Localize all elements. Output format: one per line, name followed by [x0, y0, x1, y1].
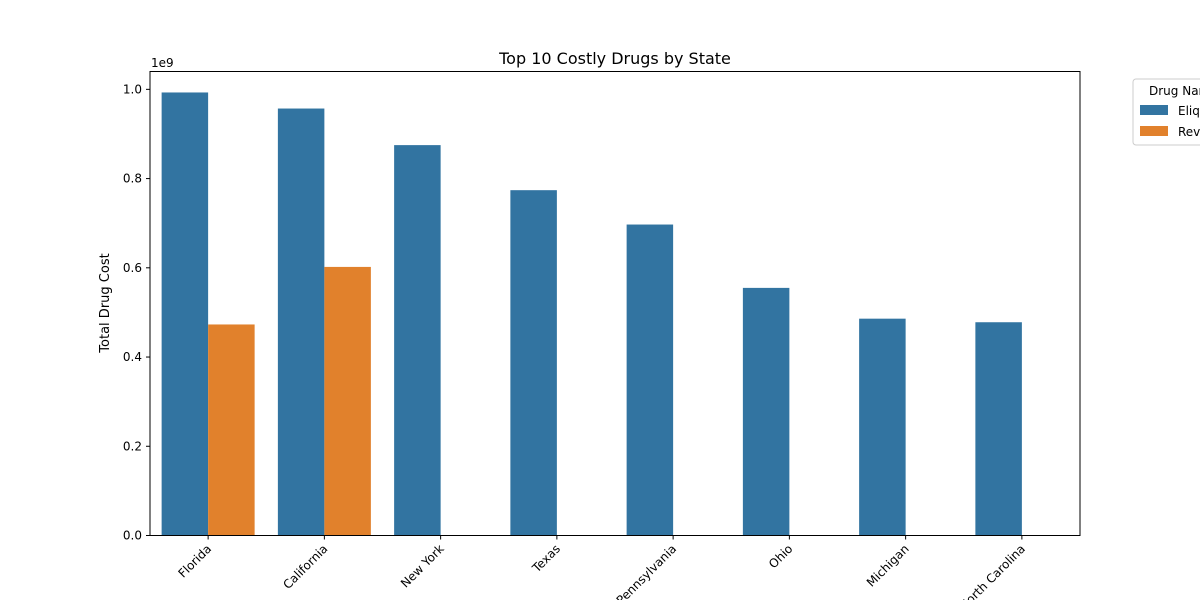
chart-title: Top 10 Costly Drugs by State	[498, 49, 731, 68]
x-tick-label: Florida	[175, 542, 214, 581]
legend-label: Eliquis	[1178, 104, 1200, 118]
y-axis-ticks: 0.0 0.2 0.4 0.6 0.8 1.0	[123, 82, 150, 543]
y-tick-label: 0.4	[123, 350, 142, 364]
x-tick-label: Ohio	[766, 542, 796, 572]
bar	[208, 324, 255, 536]
x-tick-label: Pennsylvania	[614, 542, 680, 600]
plot-frame	[149, 71, 1081, 536]
bar	[324, 266, 371, 536]
legend-title: Drug Name	[1149, 84, 1200, 98]
bar	[394, 145, 441, 536]
bar	[510, 190, 557, 536]
legend-swatch	[1140, 105, 1168, 115]
y-axis-offset-label: 1e9	[151, 56, 174, 70]
x-axis-ticks: Florida California New York Texas Pennsylvan…	[175, 535, 1028, 600]
bar	[859, 318, 906, 536]
y-tick-label: 0.0	[123, 529, 142, 543]
legend-swatch	[1140, 126, 1168, 136]
bars-group	[161, 92, 1022, 536]
y-tick-label: 0.2	[123, 439, 142, 453]
x-tick-label: North Carolina	[957, 542, 1028, 600]
y-tick-label: 1.0	[123, 82, 142, 96]
bar	[742, 287, 790, 536]
y-tick-label: 0.8	[123, 172, 142, 186]
y-axis-label: Total Drug Cost	[98, 253, 113, 353]
x-tick-label: Michigan	[864, 542, 912, 590]
bar	[626, 224, 674, 536]
legend: Drug Name Eliquis Revlimid	[1132, 78, 1200, 146]
x-tick-label: Texas	[529, 542, 563, 576]
bar	[161, 92, 209, 536]
bar	[277, 108, 325, 536]
legend-label: Revlimid	[1178, 125, 1200, 139]
x-tick-label: California	[280, 542, 330, 592]
y-tick-label: 0.6	[123, 261, 142, 275]
bar	[975, 322, 1022, 536]
x-tick-label: New York	[398, 542, 447, 591]
